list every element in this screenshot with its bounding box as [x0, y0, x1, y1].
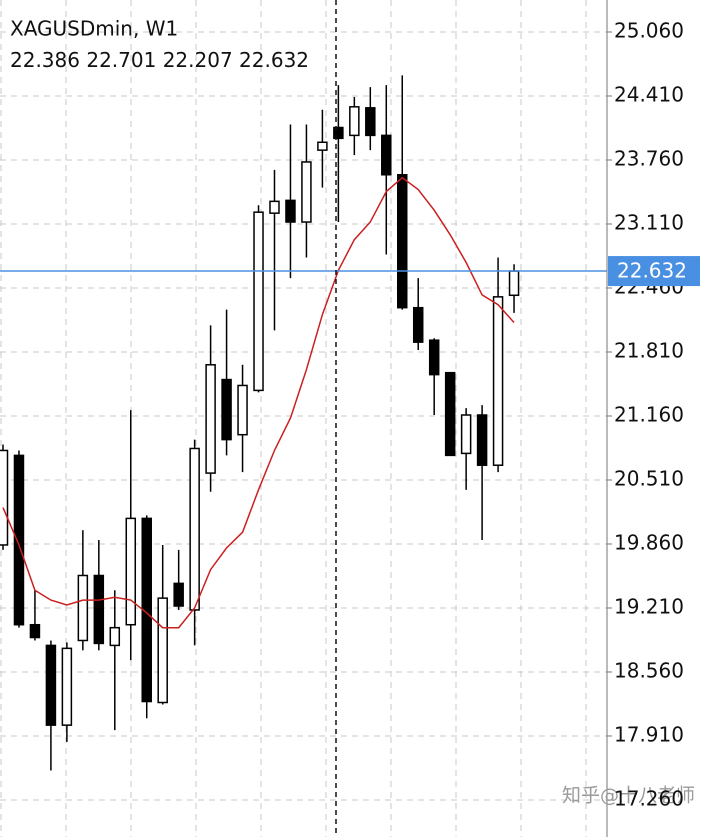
candle-body	[301, 161, 312, 223]
y-tick-label: 21.810	[614, 338, 684, 362]
watermark: 知乎@十八老师	[562, 785, 695, 807]
y-tick-label: 23.110	[614, 210, 684, 234]
candle-body	[444, 371, 456, 457]
candle-body	[13, 454, 25, 626]
y-tick-label: 23.760	[614, 146, 684, 170]
candle-body	[93, 574, 105, 645]
candle-body	[333, 126, 344, 140]
candle-body	[381, 134, 392, 176]
candle-body	[317, 141, 328, 151]
y-tick-label: 25.060	[614, 18, 684, 42]
candle-body	[237, 384, 248, 436]
y-tick-label: 18.560	[614, 658, 684, 682]
candle-body	[221, 378, 232, 441]
candle-body	[29, 623, 41, 639]
candle-body	[460, 414, 472, 455]
candle-body	[125, 517, 137, 626]
close-readout: 22.632	[239, 48, 309, 72]
high-readout: 22.701	[86, 48, 156, 72]
candle-body	[61, 647, 73, 726]
candle-body	[0, 449, 9, 546]
y-tick-label: 17.260	[614, 786, 684, 810]
candle-body	[412, 306, 424, 343]
y-tick-label: 19.860	[614, 530, 684, 554]
candle-body	[109, 626, 121, 647]
price-label: 22.632	[617, 259, 687, 283]
low-readout: 22.207	[163, 48, 233, 72]
price-label-box	[608, 256, 700, 287]
candle-body	[205, 364, 216, 474]
candle-body	[476, 414, 488, 466]
candle-body	[285, 199, 296, 223]
y-tick-label: 21.160	[614, 402, 684, 426]
candle-body	[189, 447, 200, 611]
candle-body	[365, 107, 376, 137]
candle-body	[492, 296, 504, 466]
candle-body	[157, 597, 168, 704]
candle-body	[77, 574, 89, 642]
y-tick-label: 17.910	[614, 722, 684, 746]
y-tick-label: 20.510	[614, 466, 684, 490]
candle-body	[397, 174, 408, 309]
ohlc-readout: 22.386 22.701 22.207 22.632	[10, 48, 309, 72]
candle-body	[269, 200, 280, 214]
candle-body	[173, 582, 184, 607]
moving-average	[2, 176, 515, 629]
candle-body	[45, 644, 57, 726]
candle-body	[253, 211, 264, 392]
candle-body	[508, 270, 520, 297]
chart-title: XAGUSDmin, W1	[10, 17, 178, 41]
candle-body	[428, 339, 440, 376]
y-tick-label: 19.210	[614, 594, 684, 618]
y-tick-label: 24.410	[614, 82, 684, 106]
open-readout: 22.386	[10, 48, 80, 72]
candle-body	[349, 106, 360, 137]
